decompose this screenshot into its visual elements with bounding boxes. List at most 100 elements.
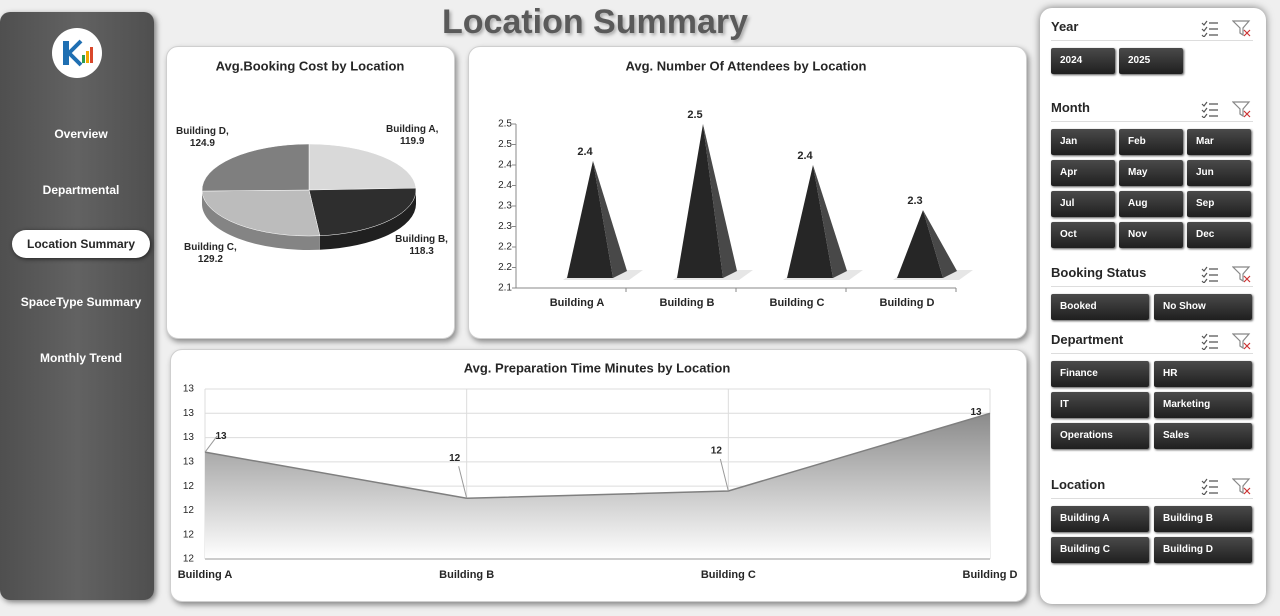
slicer-button[interactable]: May	[1119, 160, 1183, 186]
slicer-button[interactable]: Building A	[1051, 506, 1149, 532]
slicer-title: Department	[1051, 332, 1124, 347]
y-tick-label: 12	[183, 505, 195, 516]
slicer-button[interactable]: Oct	[1051, 222, 1115, 248]
leader-line	[719, 458, 729, 492]
slicer-button[interactable]: Marketing	[1154, 392, 1252, 418]
slicer-title: Year	[1051, 19, 1079, 34]
nav-item[interactable]: Overview	[54, 127, 108, 141]
slicer-button[interactable]: Nov	[1119, 222, 1183, 248]
y-tick-label: 2.2	[498, 242, 512, 253]
pyramid-side	[593, 160, 627, 278]
slicer-button[interactable]: Building D	[1154, 537, 1252, 563]
nav-item-active[interactable]: Location Summary	[12, 230, 150, 258]
data-label: 2.4	[797, 150, 813, 162]
slicer-button[interactable]: Apr	[1051, 160, 1115, 186]
pie-data-label: Building D, 124.9	[176, 126, 229, 150]
multi-select-icon[interactable]	[1200, 265, 1220, 283]
separator	[1051, 40, 1253, 41]
y-tick-label: 2.5	[498, 119, 512, 130]
clear-filter-icon[interactable]	[1232, 100, 1252, 118]
clear-filter-icon[interactable]	[1232, 332, 1252, 350]
slicer-button[interactable]: Operations	[1051, 423, 1149, 449]
clear-filter-icon[interactable]	[1232, 477, 1252, 495]
leader-line	[458, 466, 468, 499]
slicer-button[interactable]: Finance	[1051, 361, 1149, 387]
y-tick-label: 13	[183, 432, 195, 443]
clear-filter-icon[interactable]	[1232, 265, 1252, 283]
leader-line	[204, 435, 218, 453]
y-tick-label: 2.5	[498, 139, 512, 150]
pie-slice	[308, 143, 417, 191]
multi-select-icon[interactable]	[1200, 100, 1220, 118]
x-tick-label: Building B	[660, 297, 715, 309]
x-tick-label: Building A	[178, 569, 233, 581]
slicer-button[interactable]: Mar	[1187, 129, 1251, 155]
slicer-title: Location	[1051, 477, 1106, 492]
slicer-button[interactable]: Jun	[1187, 160, 1251, 186]
pie-slice	[201, 189, 321, 237]
slicer-button[interactable]: Sep	[1187, 191, 1251, 217]
y-tick-label: 13	[183, 408, 195, 419]
x-tick-label: Building C	[770, 297, 825, 309]
slicer-button[interactable]: IT	[1051, 392, 1149, 418]
x-tick-label: Building A	[550, 297, 605, 309]
y-tick-label: 12	[183, 481, 195, 492]
y-tick-label: 13	[183, 456, 195, 467]
slicer-button[interactable]: 2024	[1051, 48, 1115, 74]
y-tick-label: 2.3	[498, 221, 512, 232]
separator	[1051, 353, 1253, 354]
slicer-button[interactable]: HR	[1154, 361, 1252, 387]
pie-data-label: Building A, 119.9	[385, 124, 439, 148]
y-tick-label: 12	[183, 529, 195, 540]
slicer-button[interactable]: Building B	[1154, 506, 1252, 532]
pyramid-side	[923, 210, 957, 278]
multi-select-icon[interactable]	[1200, 19, 1220, 37]
chart-title: Avg. Number Of Attendees by Location	[625, 58, 866, 73]
y-tick-label: 13	[183, 384, 195, 395]
y-tick-label: 2.4	[498, 180, 512, 191]
data-label: 2.3	[907, 195, 922, 207]
charts: Avg.Booking Cost by Location Avg. Number …	[178, 58, 1018, 581]
x-tick-label: Building D	[880, 297, 935, 309]
pyramid-face	[897, 210, 943, 278]
pyramid-face	[677, 124, 723, 278]
logo	[52, 28, 102, 78]
pie-data-label: Building B, 118.3	[395, 234, 448, 258]
slicer-button[interactable]: Aug	[1119, 191, 1183, 217]
slicer-button[interactable]: Feb	[1119, 129, 1183, 155]
pie-slice	[201, 143, 310, 192]
slicer-button[interactable]: 2025	[1119, 48, 1183, 74]
separator	[1051, 286, 1253, 287]
separator	[1051, 498, 1253, 499]
multi-select-icon[interactable]	[1200, 332, 1220, 350]
slicer-button[interactable]: Building C	[1051, 537, 1149, 563]
multi-select-icon[interactable]	[1200, 477, 1220, 495]
nav-item[interactable]: SpaceType Summary	[20, 295, 142, 309]
slicer-button[interactable]: Sales	[1154, 423, 1252, 449]
slicer-button[interactable]: No Show	[1154, 294, 1252, 320]
slicer-title: Booking Status	[1051, 265, 1147, 280]
y-tick-label: 2.2	[498, 262, 512, 273]
slicer-button[interactable]: Booked	[1051, 294, 1149, 320]
slicer-button[interactable]: Jul	[1051, 191, 1115, 217]
y-tick-label: 12	[183, 554, 195, 565]
data-label: 2.4	[577, 146, 593, 158]
chart-title: Avg. Preparation Time Minutes by Locatio…	[464, 360, 731, 375]
slicer-button[interactable]: Dec	[1187, 222, 1251, 248]
page-title: Location Summary	[441, 3, 749, 41]
slicer-button[interactable]: Jan	[1051, 129, 1115, 155]
data-label: 12	[449, 453, 461, 464]
y-tick-label: 2.3	[498, 201, 512, 212]
area-fill	[205, 413, 990, 559]
pyramid-card	[468, 46, 1027, 339]
slicer-panel: Year 2024 2025 Month Jan Feb Mar Apr May Jun Jul Au…	[1040, 8, 1266, 604]
clear-filter-icon[interactable]	[1232, 19, 1252, 37]
nav-panel: Overview Departmental Location Summary S…	[0, 12, 154, 600]
data-label: 2.5	[687, 109, 702, 121]
nav-item[interactable]: Departmental	[42, 183, 120, 197]
nav-item[interactable]: Monthly Trend	[40, 351, 122, 365]
area-line	[204, 412, 991, 500]
pyramid-face	[787, 165, 833, 278]
x-tick-label: Building D	[963, 569, 1018, 581]
